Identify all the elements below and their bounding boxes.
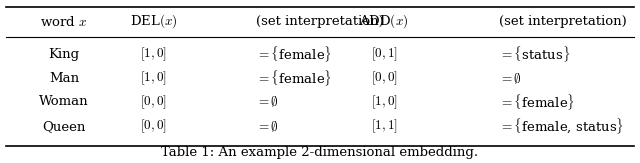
Text: (set interpretation): (set interpretation) bbox=[256, 15, 384, 28]
Text: $= \{$female$\}$: $= \{$female$\}$ bbox=[256, 68, 332, 88]
Text: $[0,1]$: $[0,1]$ bbox=[371, 46, 397, 63]
Text: $= \{$female, status$\}$: $= \{$female, status$\}$ bbox=[499, 117, 625, 136]
Text: Queen: Queen bbox=[42, 120, 86, 133]
Text: Woman: Woman bbox=[39, 95, 89, 108]
Text: $[1,1]$: $[1,1]$ bbox=[371, 118, 397, 135]
Text: word $x$: word $x$ bbox=[40, 15, 88, 29]
Text: (set interpretation): (set interpretation) bbox=[499, 15, 627, 28]
Text: $= \emptyset$: $= \emptyset$ bbox=[256, 119, 279, 134]
Text: DEL$(x)$: DEL$(x)$ bbox=[130, 13, 177, 30]
Text: $= \{$female$\}$: $= \{$female$\}$ bbox=[499, 92, 575, 112]
Text: Table 1: An example 2-dimensional embedding.: Table 1: An example 2-dimensional embedd… bbox=[161, 146, 479, 159]
Text: Man: Man bbox=[49, 72, 79, 85]
Text: King: King bbox=[49, 48, 79, 61]
Text: $[0,0]$: $[0,0]$ bbox=[140, 118, 167, 135]
Text: $[0,0]$: $[0,0]$ bbox=[371, 69, 397, 87]
Text: ADD$(x)$: ADD$(x)$ bbox=[359, 13, 409, 30]
Text: $= \{$status$\}$: $= \{$status$\}$ bbox=[499, 45, 571, 64]
Text: $= \emptyset$: $= \emptyset$ bbox=[256, 94, 279, 109]
Text: $[1,0]$: $[1,0]$ bbox=[140, 69, 167, 87]
Text: $[1,0]$: $[1,0]$ bbox=[371, 93, 397, 111]
Text: $= \{$female$\}$: $= \{$female$\}$ bbox=[256, 45, 332, 64]
Text: $[0,0]$: $[0,0]$ bbox=[140, 93, 167, 111]
Text: $= \emptyset$: $= \emptyset$ bbox=[499, 71, 522, 86]
Text: $[1,0]$: $[1,0]$ bbox=[140, 46, 167, 63]
